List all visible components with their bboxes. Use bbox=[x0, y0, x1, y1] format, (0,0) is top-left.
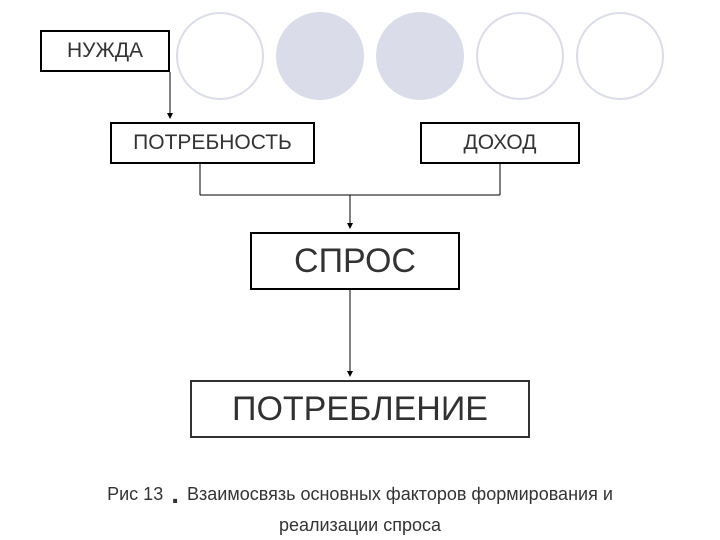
caption-text: Взаимосвязь основных факторов формирован… bbox=[187, 484, 613, 535]
box-demand: СПРОС bbox=[250, 232, 460, 290]
box-consumption-label: ПОТРЕБЛЕНИЕ bbox=[232, 390, 488, 429]
deco-circle-5 bbox=[576, 12, 664, 100]
caption-prefix: Рис 13 bbox=[107, 484, 163, 504]
figure-caption: Рис 13 . Взаимосвязь основных факторов ф… bbox=[70, 470, 650, 539]
deco-circle-3 bbox=[376, 12, 464, 100]
box-need-label: НУЖДА bbox=[67, 39, 143, 63]
box-want-label: ПОТРЕБНОСТЬ bbox=[133, 131, 292, 155]
box-want: ПОТРЕБНОСТЬ bbox=[110, 122, 315, 164]
deco-circle-4 bbox=[476, 12, 564, 100]
box-consumption: ПОТРЕБЛЕНИЕ bbox=[190, 380, 530, 438]
caption-dot: . bbox=[168, 478, 182, 509]
box-income-label: ДОХОД bbox=[463, 131, 536, 155]
box-demand-label: СПРОС bbox=[294, 242, 416, 281]
deco-circle-2 bbox=[276, 12, 364, 100]
box-need: НУЖДА bbox=[40, 30, 170, 72]
box-income: ДОХОД bbox=[420, 122, 580, 164]
deco-circle-1 bbox=[176, 12, 264, 100]
